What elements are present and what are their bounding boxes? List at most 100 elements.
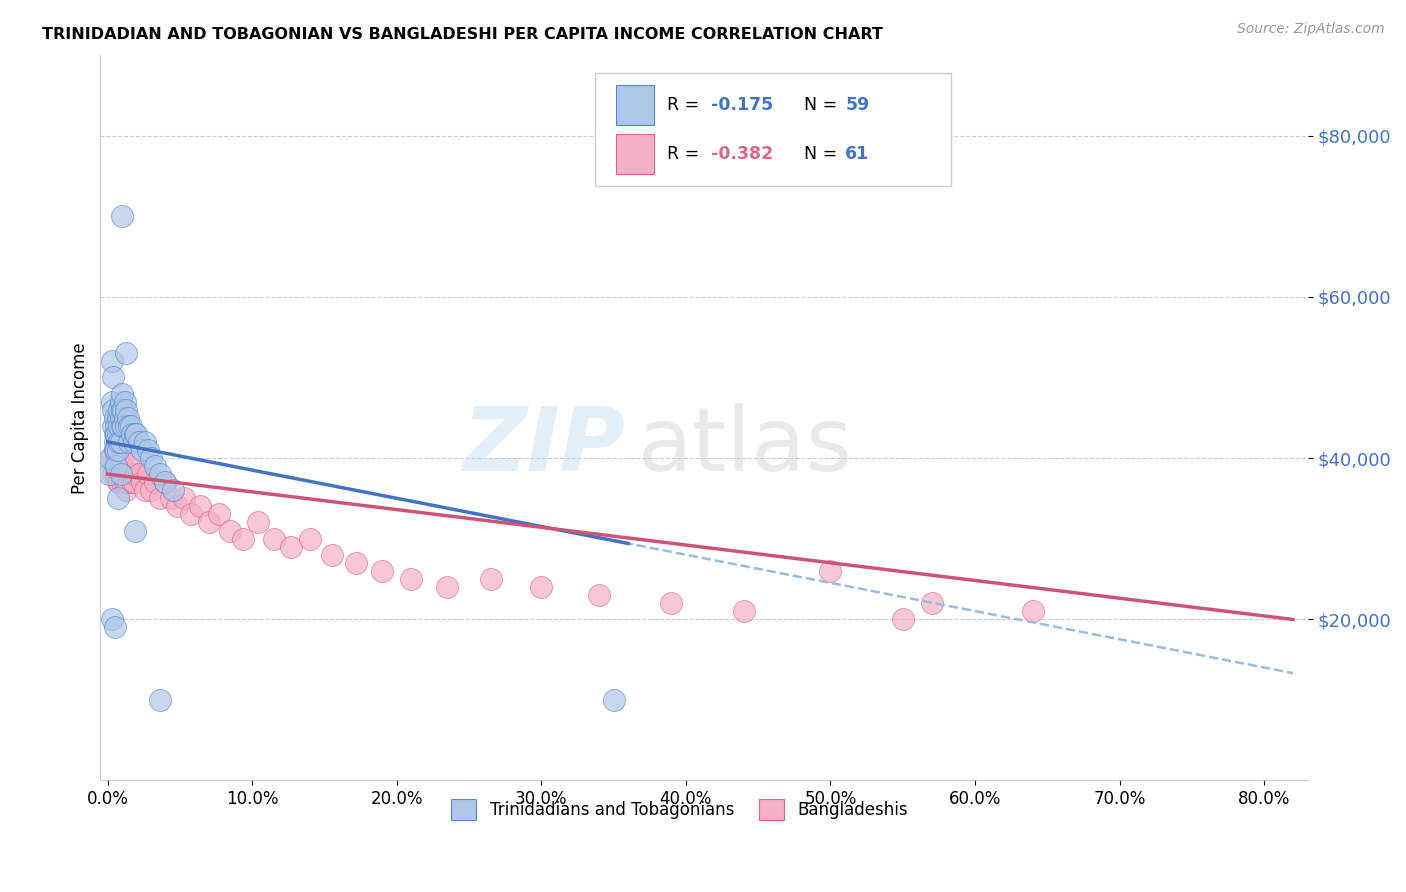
Point — [155, 475, 177, 490]
Point — [136, 467, 159, 482]
Point — [1022, 604, 1045, 618]
Text: 59: 59 — [845, 96, 869, 114]
Point — [143, 475, 166, 490]
Point — [479, 572, 502, 586]
Point — [114, 394, 136, 409]
FancyBboxPatch shape — [616, 134, 654, 174]
Point — [188, 500, 211, 514]
Point — [104, 442, 127, 457]
Point — [131, 442, 153, 457]
Point — [107, 475, 129, 490]
Point — [131, 475, 153, 490]
Legend: Trinidadians and Tobagonians, Bangladeshis: Trinidadians and Tobagonians, Bangladesh… — [444, 793, 915, 826]
Text: -0.382: -0.382 — [711, 145, 773, 162]
Point — [103, 402, 125, 417]
Point — [143, 458, 166, 473]
Point — [134, 483, 156, 498]
Point — [122, 434, 145, 449]
Point — [280, 540, 302, 554]
Point — [105, 442, 128, 457]
Point — [105, 418, 128, 433]
Point — [107, 410, 129, 425]
Point — [134, 434, 156, 449]
Point — [921, 596, 943, 610]
Point — [98, 467, 121, 482]
Point — [124, 524, 146, 538]
Point — [104, 458, 127, 473]
Point — [105, 467, 128, 482]
Text: 61: 61 — [845, 145, 869, 162]
Point — [122, 475, 145, 490]
Point — [120, 418, 142, 433]
Point — [115, 467, 138, 482]
Point — [100, 450, 122, 465]
Point — [107, 442, 129, 457]
Point — [371, 564, 394, 578]
Point — [115, 418, 138, 433]
Point — [104, 442, 127, 457]
Point — [114, 410, 136, 425]
Point — [436, 580, 458, 594]
Point — [344, 556, 367, 570]
Point — [108, 467, 131, 482]
Point — [101, 354, 124, 368]
Point — [263, 532, 285, 546]
Text: ZIP: ZIP — [463, 403, 626, 491]
Point — [118, 434, 141, 449]
Point — [104, 426, 127, 441]
Point — [121, 426, 143, 441]
Point — [136, 442, 159, 457]
Point — [110, 467, 132, 482]
Text: N =: N = — [793, 145, 844, 162]
Text: atlas: atlas — [637, 403, 852, 491]
Point — [101, 612, 124, 626]
Text: TRINIDADIAN AND TOBAGONIAN VS BANGLADESHI PER CAPITA INCOME CORRELATION CHART: TRINIDADIAN AND TOBAGONIAN VS BANGLADESH… — [42, 27, 883, 42]
Point — [105, 458, 128, 473]
Point — [103, 467, 125, 482]
Point — [111, 418, 134, 433]
Point — [128, 434, 150, 449]
Point — [125, 450, 148, 465]
Point — [110, 434, 132, 449]
Point — [104, 434, 127, 449]
Point — [139, 450, 162, 465]
Point — [115, 346, 138, 360]
Point — [110, 410, 132, 425]
Point — [298, 532, 321, 546]
Y-axis label: Per Capita Income: Per Capita Income — [72, 342, 89, 493]
Point — [112, 402, 135, 417]
Point — [112, 467, 135, 482]
Point — [155, 475, 177, 490]
Point — [232, 532, 254, 546]
Point — [121, 475, 143, 490]
Point — [114, 475, 136, 490]
Point — [602, 692, 624, 706]
Point — [111, 402, 134, 417]
Point — [208, 508, 231, 522]
Point — [117, 475, 139, 490]
Point — [173, 491, 195, 506]
Point — [104, 442, 127, 457]
Point — [105, 426, 128, 441]
Point — [115, 483, 138, 498]
Text: -0.175: -0.175 — [711, 96, 773, 114]
Point — [111, 475, 134, 490]
Point — [104, 410, 127, 425]
Point — [108, 475, 131, 490]
Point — [111, 386, 134, 401]
Point — [399, 572, 422, 586]
Point — [733, 604, 755, 618]
Point — [115, 402, 138, 417]
Point — [128, 467, 150, 482]
Point — [149, 491, 172, 506]
Point — [125, 426, 148, 441]
Point — [149, 467, 172, 482]
Point — [112, 418, 135, 433]
Point — [118, 418, 141, 433]
Point — [101, 450, 124, 465]
Point — [111, 209, 134, 223]
Text: N =: N = — [793, 96, 844, 114]
Point — [139, 483, 162, 498]
Text: Source: ZipAtlas.com: Source: ZipAtlas.com — [1237, 22, 1385, 37]
Point — [101, 394, 124, 409]
